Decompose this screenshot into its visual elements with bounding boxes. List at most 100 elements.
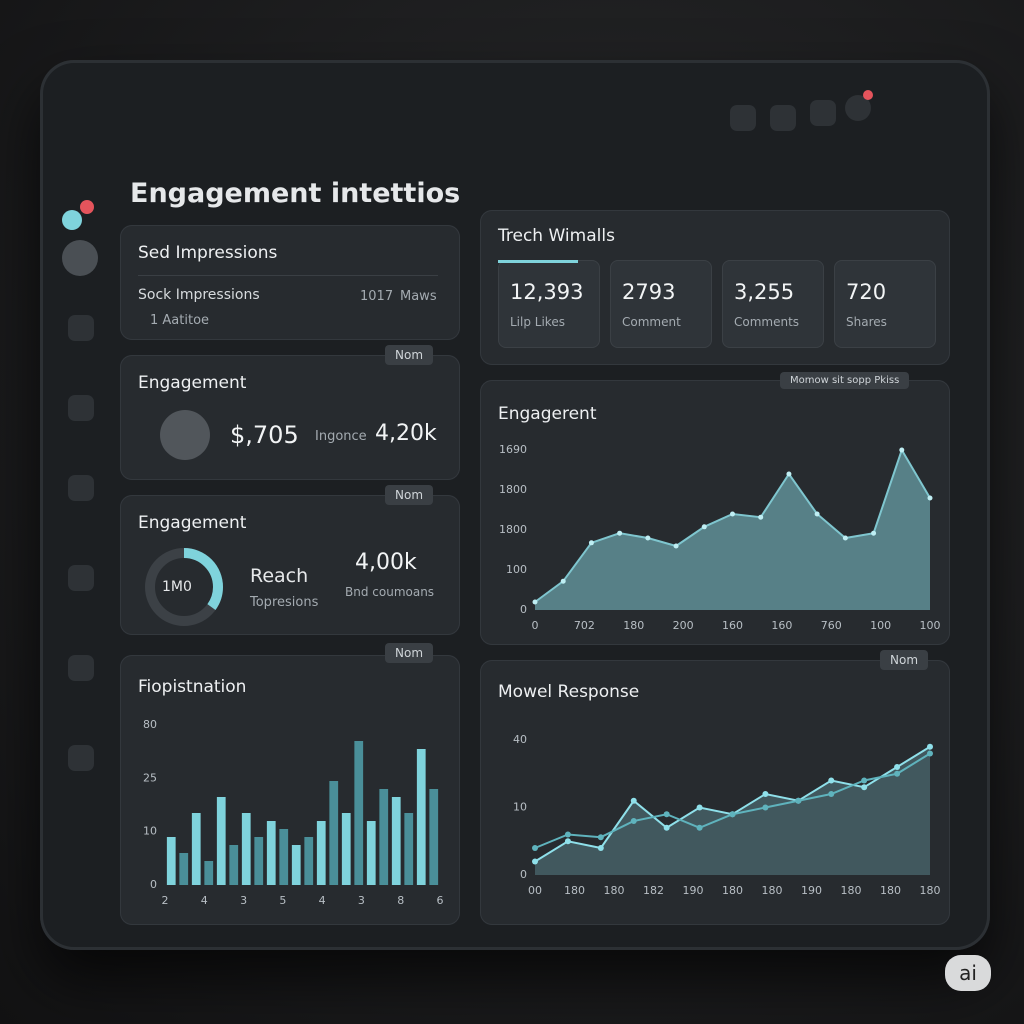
badge[interactable]: Nom [385,643,434,663]
x-tick-label: 5 [279,894,286,907]
x-tick-label: 160 [771,619,792,632]
badge[interactable]: Nom [880,650,929,670]
card-title: Mowel Response [498,682,640,702]
point [630,797,637,804]
point [663,811,670,818]
stat-tile: 720 Shares [834,260,936,348]
point [927,743,933,750]
point [696,804,703,811]
top-icon[interactable] [730,105,756,131]
x-tick-label: 100 [870,619,891,632]
point [564,838,571,845]
stat-value: 12,393 [510,280,584,304]
x-tick-label: 200 [673,619,694,632]
x-tick-label: 190 [683,884,704,897]
x-tick-label: 4 [201,894,208,907]
line-chart: 40 10 000 180 180 182 190 180 180 190 180 180 180 [513,733,941,897]
area [535,450,930,610]
x-tick-label: 180 [722,884,743,897]
x-tick-label: 180 [880,884,901,897]
ai-badge[interactable]: ai [945,955,991,991]
badge[interactable]: Nom [385,485,434,505]
nav-icon[interactable] [68,565,94,591]
badge[interactable]: Momow sit sopp Pkiss [780,372,910,389]
top-icon[interactable] [810,100,836,126]
nav-icon[interactable] [68,395,94,421]
stat-label: Comment [622,315,681,329]
nav-icon[interactable] [68,475,94,501]
point [871,530,877,536]
ring [145,548,223,626]
bar-chart: 80 25 10 02 4 3 5 4 3 8 6 [143,718,444,907]
avatar [160,410,210,460]
bar-card: Fiopistnation Nom 80 25 10 0 2 4 3 5 4 3 8 6 [120,643,460,925]
stat-tile: 2793 Comment [610,260,712,348]
badge[interactable]: Nom [385,345,434,365]
label: Ingonce [315,429,367,444]
active-bar [498,260,578,263]
stat-value: 3,255 [734,280,795,304]
bar [341,813,351,885]
point [730,511,735,517]
dot [80,200,94,214]
x-tick-label: 702 [574,619,595,632]
nav-icon[interactable] [68,315,94,341]
bar [241,813,251,885]
value: 4,20k [375,421,437,446]
y-tick-label: 10 [143,825,157,838]
point [762,804,769,811]
avatar[interactable] [62,240,98,276]
y-tick-label: 1690 [499,443,527,456]
nav-icon[interactable] [68,745,94,771]
bar [191,813,201,885]
bar [391,797,401,885]
tablet: Engagement intettios Sed Impressions Soc… [40,60,990,950]
stat-value: 720 [846,280,887,304]
y-tick-label: 1800 [499,523,527,536]
x-tick-label: 3 [358,894,365,907]
card-title: Engagement [138,373,247,393]
card-title: Sed Impressions [138,243,278,263]
bar [354,741,364,885]
reach-card: Engagement Nom 1M0 Reach Topresions 4,00… [120,485,460,635]
y-tick-label: 0 [150,878,157,891]
point [564,831,571,838]
point [842,535,848,541]
x-tick-label: 8 [397,894,404,907]
row-value: 1017 [360,289,394,304]
point [597,834,604,841]
nav-icon[interactable] [68,655,94,681]
x-tick-label: 160 [722,619,743,632]
x-tick-label: 3 [240,894,247,907]
point [617,530,623,536]
point [828,777,835,784]
point [663,824,670,831]
y-tick-label: 80 [143,718,157,731]
stat-label: Shares [846,315,887,329]
card-title: Fiopistnation [138,677,247,697]
point [894,770,901,777]
point [899,447,905,453]
stats-card: Trech Wimalls 12,393 Lilp Likes 2793 Commen… [480,210,950,365]
y-tick-label: 0 [520,603,527,616]
y-tick-label: 40 [513,733,527,746]
bar [329,781,339,885]
bar [291,845,301,885]
engagement-chart-card: Engagerent Momow sit sopp Pkiss 1690 1800… [480,372,950,645]
engagement-card: Engagement Nom $,705 Ingonce 4,20k [120,345,460,480]
bar [404,813,414,885]
stat-tile: 3,255 Comments [722,260,824,348]
value: 4,00k [355,550,417,575]
sub: Bnd coumoans [345,585,435,599]
y-tick-label: 0 [520,868,527,881]
x-tick-label: 4 [319,894,326,907]
point [894,764,901,770]
point [588,540,594,546]
bar [316,821,326,885]
x-tick-label: 182 [643,884,664,897]
top-icon[interactable] [770,105,796,131]
area-chart: 1690 1800 1800 100 00 702 180 200 160 160 760 100 10… [499,443,941,632]
footer: 1 Aatitoe [150,313,210,328]
area [535,746,930,875]
